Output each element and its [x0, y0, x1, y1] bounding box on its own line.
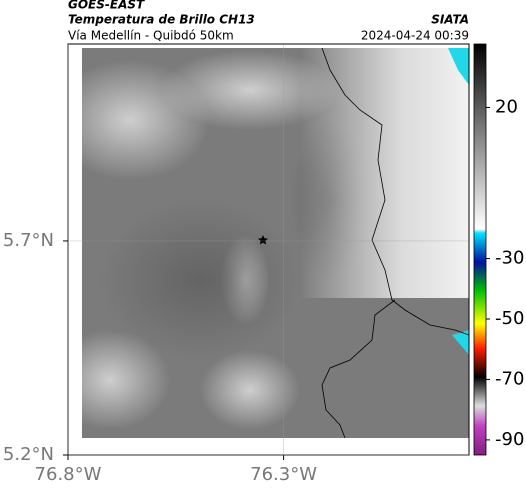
colorbar-tick-label: -50: [495, 308, 524, 329]
timestamp: 2024-04-24 00:39: [361, 29, 469, 43]
source: SIATA: [431, 13, 469, 27]
colorbar-tick-label: 20: [495, 96, 518, 117]
colorbar: [473, 43, 487, 456]
colorbar-tick-label: -90: [495, 429, 524, 450]
x-tick-label: 76.8°W: [35, 464, 102, 485]
location-marker: [257, 235, 268, 245]
title: GOES-EAST: [68, 0, 145, 12]
x-tick-label: 76.3°W: [250, 464, 317, 485]
region: Vía Medellín - Quibdó 50km: [68, 29, 234, 43]
y-tick-label: 5.2°N: [3, 444, 54, 465]
satellite-image: [82, 48, 469, 438]
colorbar-tick-label: -30: [495, 248, 524, 269]
subtitle: Temperatura de Brillo CH13: [68, 13, 255, 27]
colorbar-tick-label: -70: [495, 368, 524, 389]
header: GOES-EAST Temperatura de Brillo CH13 Vía…: [68, 0, 469, 43]
y-tick-label: 5.7°N: [3, 230, 54, 251]
